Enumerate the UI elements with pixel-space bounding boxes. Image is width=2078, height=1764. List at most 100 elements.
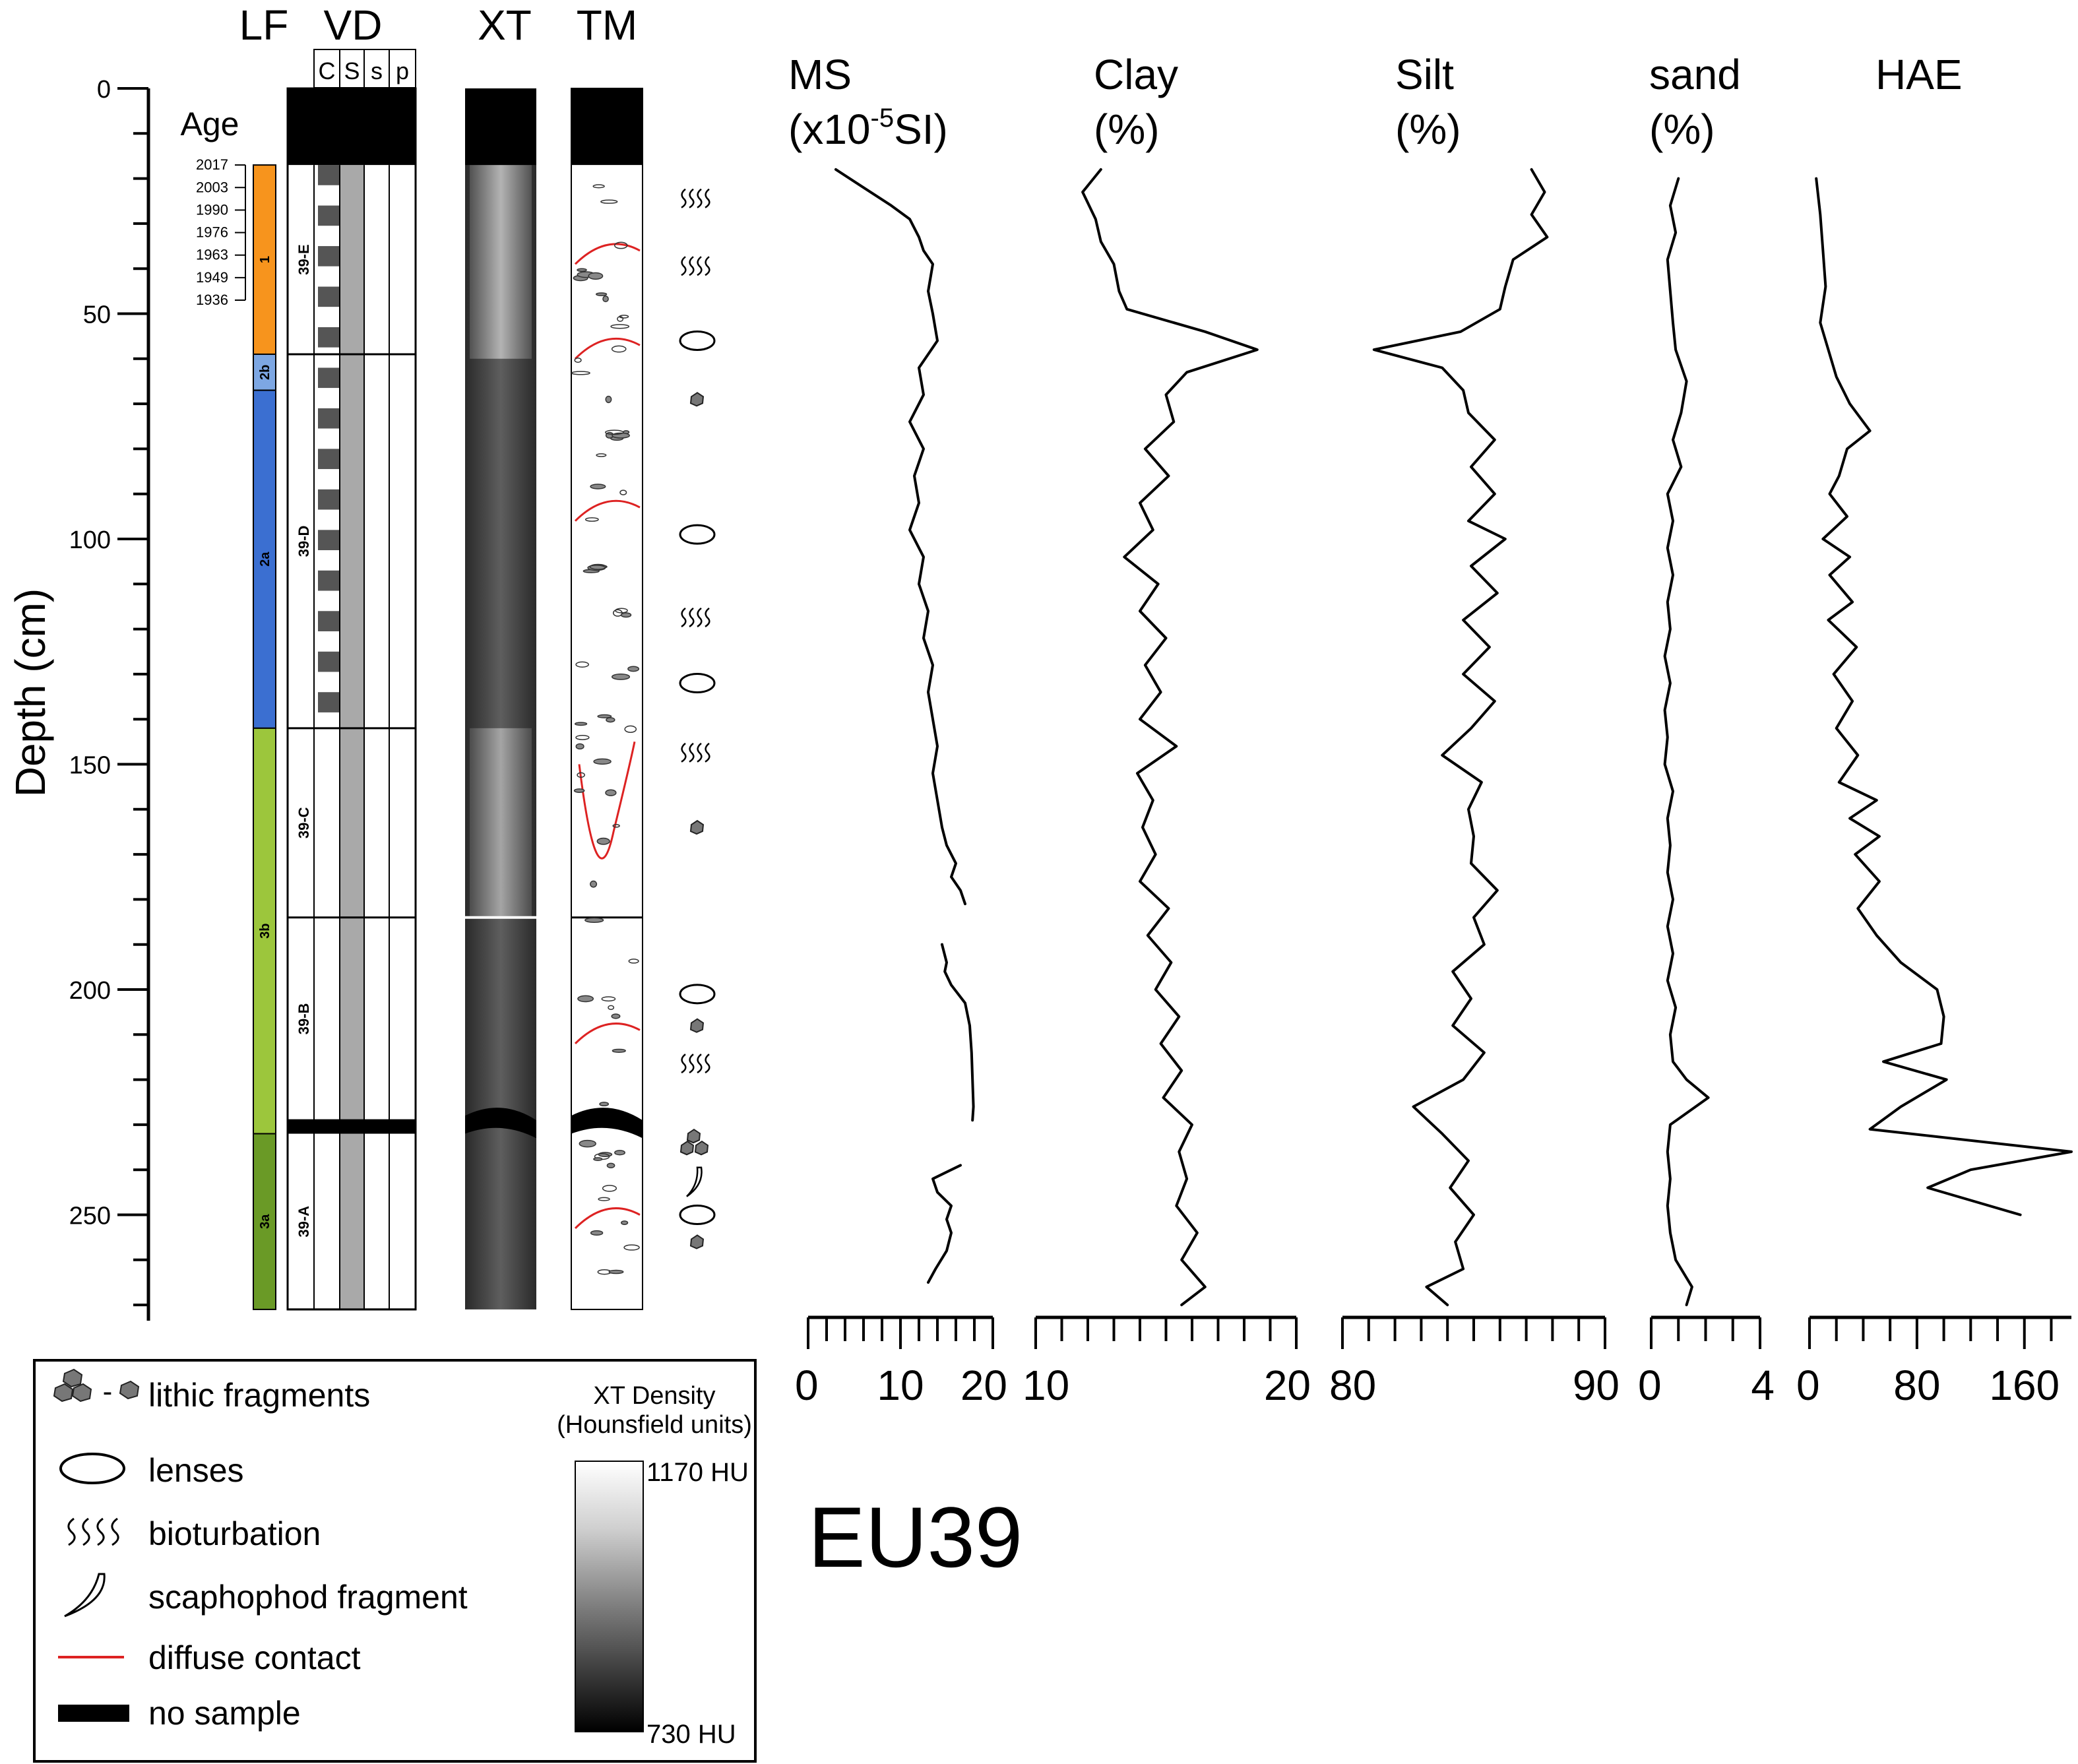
bioturbation-icon: [697, 742, 703, 763]
tm-clast: [611, 1013, 621, 1019]
depth-tick-label: 50: [83, 301, 111, 329]
depth-tick-label: 250: [69, 1203, 111, 1230]
plot-series-line: [941, 943, 975, 1122]
vd-subheader-box: [339, 49, 365, 88]
bioturbation-icon: [681, 188, 687, 208]
vd-lamina: [318, 469, 340, 489]
tm-clast: [584, 917, 604, 923]
lithic-fragment-icon: [689, 819, 705, 835]
proxy-plot-1: Clay (%) 10 20: [1023, 51, 1311, 1409]
plot-tick-label: 10: [1023, 1362, 1069, 1409]
tm-clast: [605, 429, 624, 435]
vd-subheader-label: C: [319, 57, 336, 84]
xt-density-title: XT Density: [593, 1382, 715, 1410]
age-year-label: 1990: [196, 201, 228, 218]
bioturbation-icon: [689, 742, 695, 763]
xt-core-image: [465, 88, 536, 1309]
bioturbation-icon: [67, 1517, 119, 1546]
plot-title-line2: (%): [1094, 106, 1160, 153]
tm-clast: [588, 272, 604, 280]
vd-lamina: [318, 286, 340, 307]
depth-tick-label: 0: [97, 76, 111, 104]
tm-clast: [590, 484, 606, 489]
tm-clast: [601, 996, 616, 1002]
bioturbation-icon: [689, 607, 695, 627]
plot-tick-label: 80: [1893, 1362, 1940, 1409]
core-section-label: 39-C: [296, 807, 312, 838]
xt-light-section: [470, 165, 532, 359]
depth-tick-label: 100: [69, 526, 111, 554]
bioturbation-icon: [705, 742, 710, 763]
bioturbation-icon: [705, 1054, 710, 1074]
lens-icon: [679, 673, 716, 694]
plot-title-line2: (%): [1395, 106, 1461, 153]
plot-title-part: SI): [894, 106, 948, 153]
tm-clast: [617, 316, 624, 322]
tm-clast: [602, 1185, 617, 1192]
legend-nosample-label: no sample: [148, 1695, 301, 1732]
vd-lamina: [318, 611, 340, 632]
feature-symbols: [679, 188, 716, 1249]
tm-clast: [615, 608, 628, 614]
plot-title-line2: (%): [1649, 106, 1715, 153]
tm-clast: [623, 1244, 640, 1251]
tm-clast: [606, 717, 615, 723]
vd-lamina: [318, 347, 340, 368]
vd-lamina: [318, 530, 340, 551]
lithofacies-unit: [253, 389, 276, 729]
bioturbation-icon: [705, 256, 710, 276]
tm-clast: [599, 1102, 610, 1107]
plot-series-line: [834, 168, 966, 906]
core-section-label: 39-B: [296, 1003, 312, 1035]
plot-tick-label: 4: [1751, 1362, 1775, 1409]
age-year-label: 1976: [196, 224, 228, 241]
depth-axis-label: Depth (cm): [7, 588, 54, 798]
age-year-label: 2017: [196, 156, 228, 173]
lens-icon: [679, 984, 716, 1005]
vd-lamina: [318, 590, 340, 612]
legend-lithic-label: lithic fragments: [148, 1377, 370, 1414]
plot-title-line1: sand: [1649, 51, 1741, 98]
lithofacies-unit: [253, 1133, 276, 1310]
age-scale: Age 2017 2003 1990 1976 1963 1949 1936: [181, 106, 246, 308]
tm-clast: [605, 395, 612, 404]
diffuse-contact-line: [574, 243, 641, 265]
vd-lamina: [318, 408, 340, 429]
xt-density-units: (Hounsfield units): [557, 1411, 752, 1439]
vd-lamina: [318, 327, 340, 348]
tm-clast: [574, 722, 588, 726]
plot-title-line1: Silt: [1395, 51, 1454, 98]
proxy-plot-0: MS (x10-5SI) 0 10 20: [788, 51, 1007, 1409]
lithic-fragment-icon: [679, 1141, 695, 1156]
tm-clast: [621, 1220, 629, 1225]
diffuse-contact-line: [574, 1207, 641, 1230]
lithofacies-unit: [253, 164, 276, 355]
lens-icon: [679, 330, 716, 351]
tm-no-sample: [571, 88, 643, 166]
tm-clast: [602, 296, 609, 303]
xt-density-colorbar: [575, 1461, 644, 1732]
figure-label: EU39: [808, 1489, 1023, 1585]
vd-subheader-box: [389, 49, 416, 88]
tm-clast: [595, 292, 608, 296]
legend-diffuse-label: diffuse contact: [148, 1639, 361, 1676]
plot-series-line: [927, 1164, 962, 1284]
vd-lamina: [318, 570, 340, 591]
plot-series-line: [1663, 177, 1710, 1307]
lithofacies-label: 2b: [258, 365, 272, 380]
vd-lamina: [318, 489, 340, 510]
age-year-label: 2003: [196, 179, 228, 195]
bioturbation-icon: [689, 256, 695, 276]
bioturbation-icon: [697, 1054, 703, 1074]
bioturbation-icon: [705, 607, 710, 627]
xt-min-label: 730 HU: [646, 1720, 736, 1749]
vd-no-sample: [288, 1120, 416, 1134]
vd-lamina: [318, 631, 340, 652]
tm-clast: [596, 453, 607, 457]
tm-clast: [620, 612, 632, 618]
tm-header: TM: [577, 1, 637, 49]
vd-no-sample: [288, 88, 416, 166]
vd-lamina: [318, 388, 340, 408]
age-title: Age: [181, 106, 239, 142]
vd-lamina: [318, 185, 340, 206]
